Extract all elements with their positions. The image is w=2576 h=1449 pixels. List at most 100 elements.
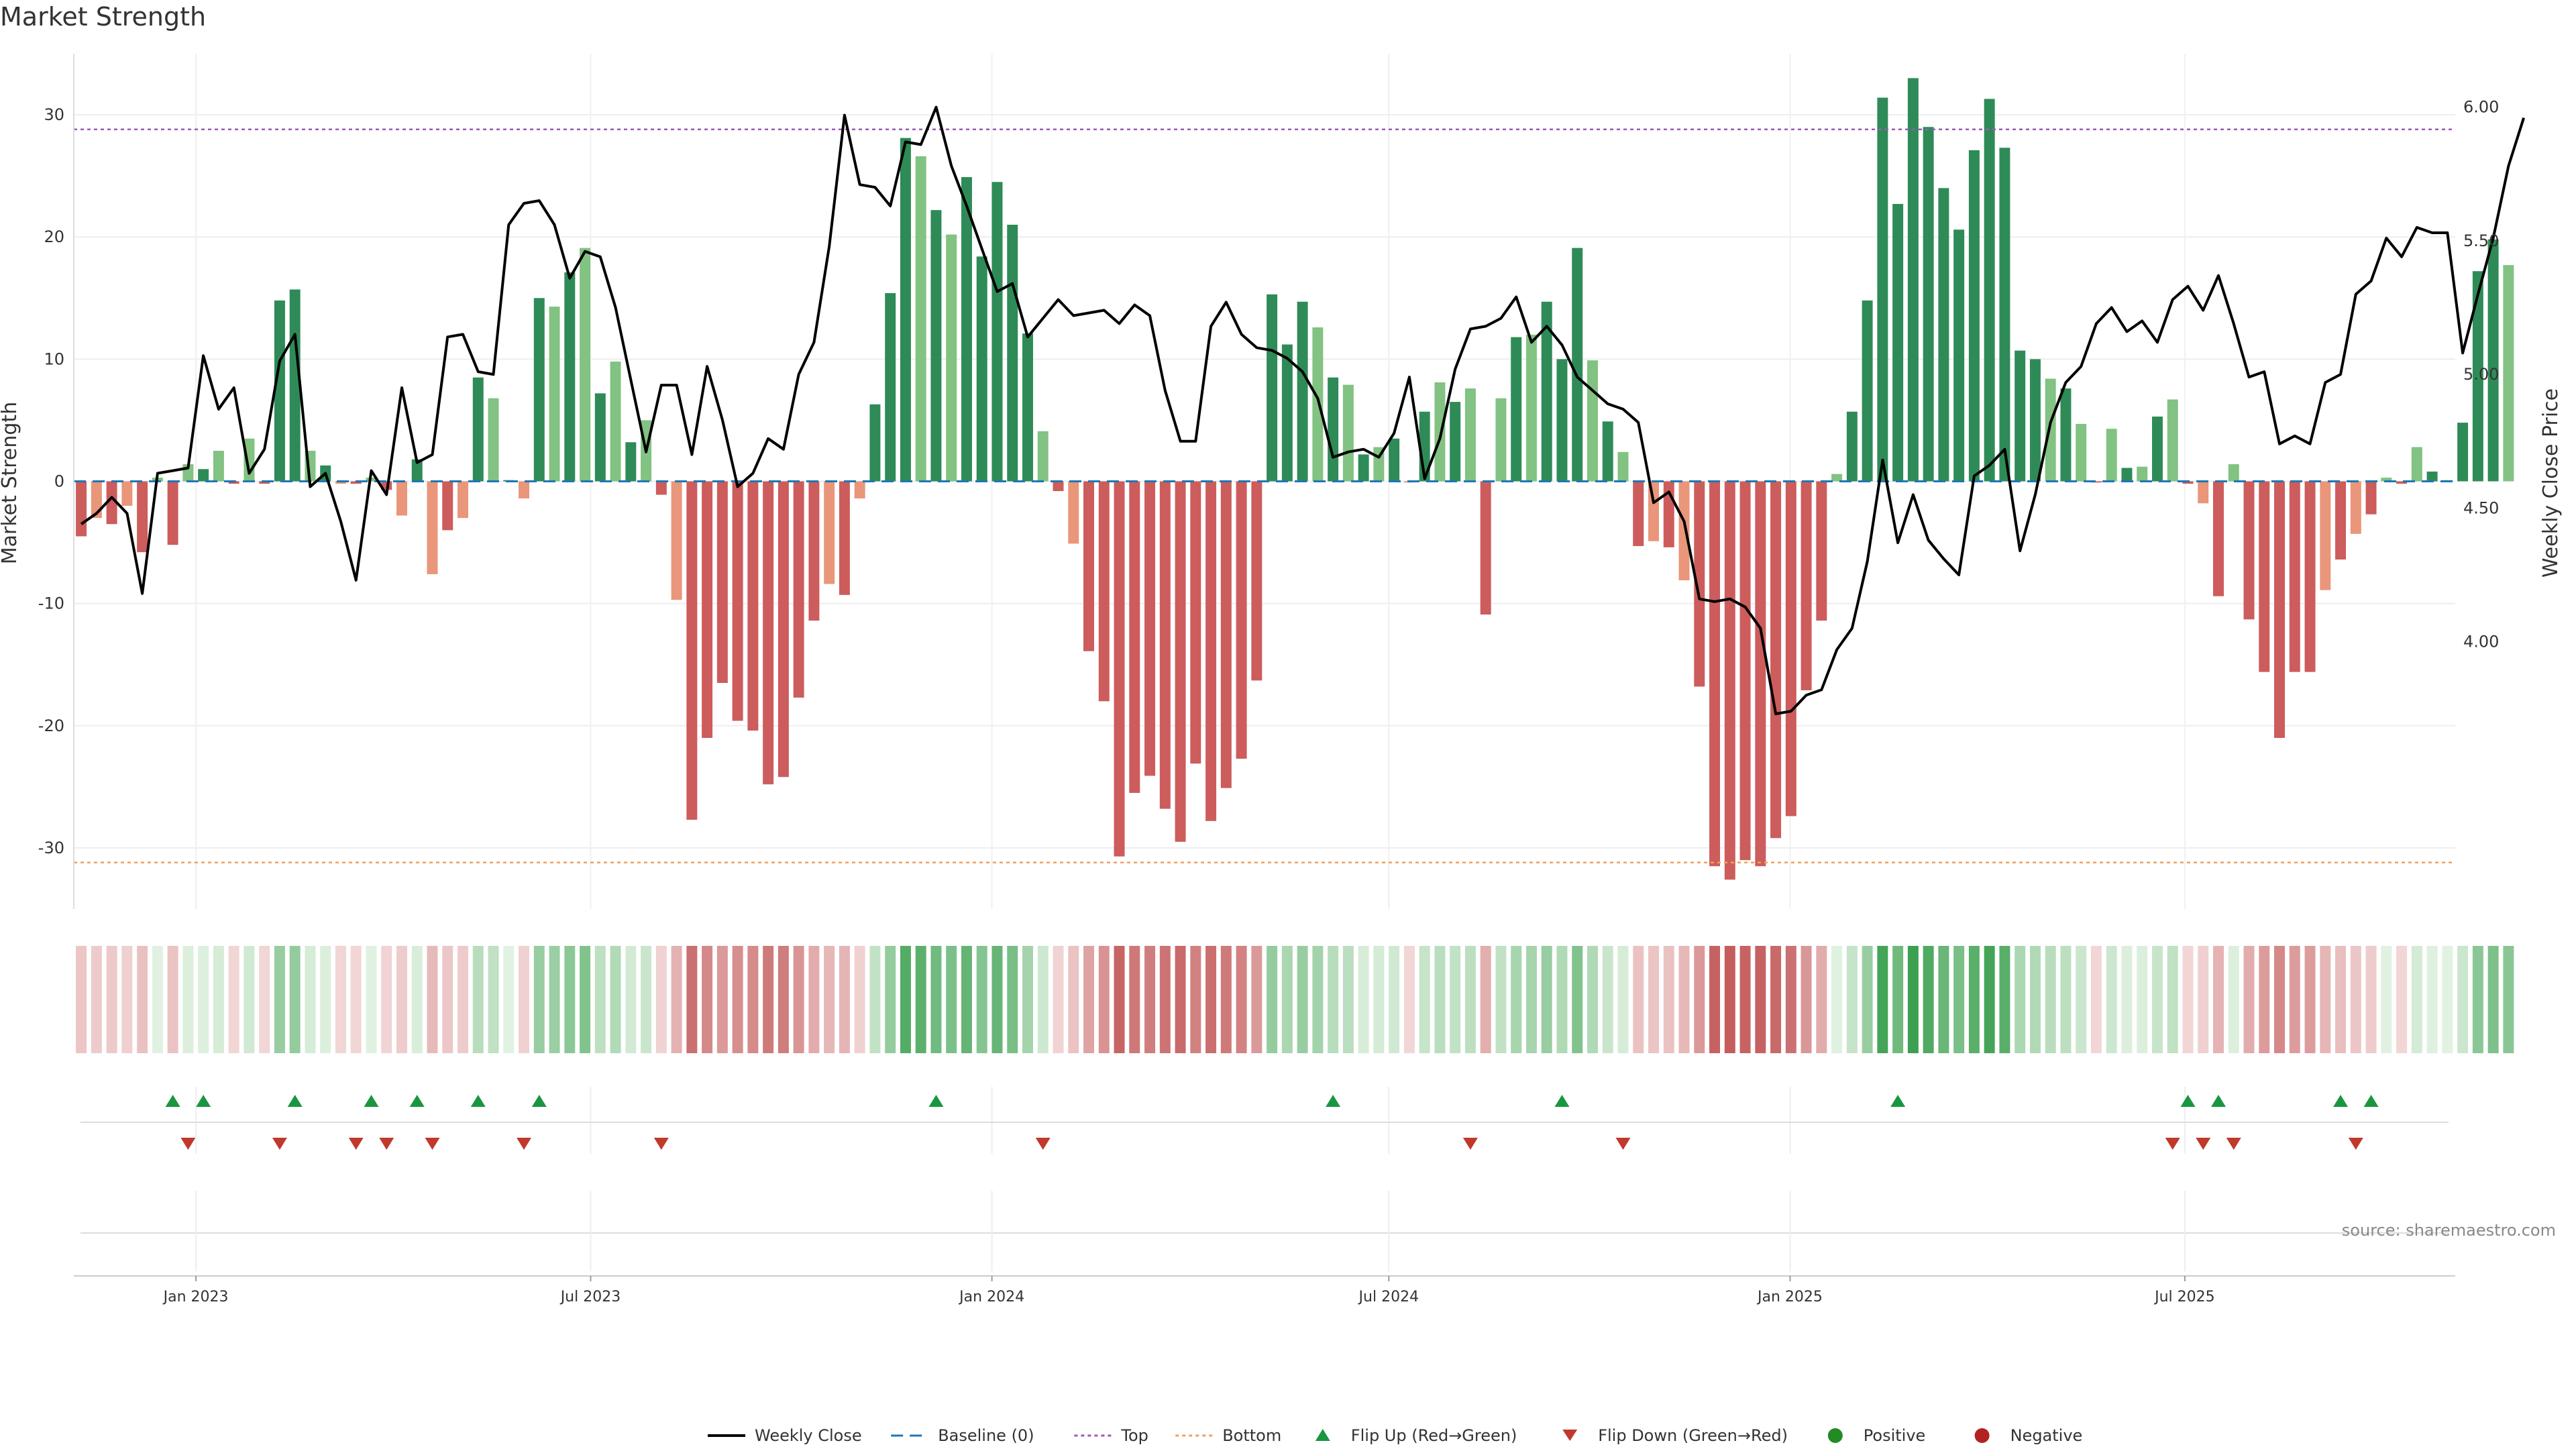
strength-bar bbox=[839, 481, 850, 595]
strength-bar bbox=[2045, 378, 2056, 482]
flip-up-marker bbox=[2333, 1095, 2349, 1107]
strength-bar bbox=[1083, 481, 1095, 651]
strength-bar bbox=[610, 362, 621, 482]
strength-bar bbox=[2304, 481, 2316, 672]
flip-down-marker bbox=[1035, 1138, 1051, 1150]
heat-cell bbox=[885, 946, 896, 1053]
strength-bar bbox=[2396, 481, 2408, 484]
y-tick-label: 10 bbox=[44, 350, 64, 368]
heat-cell bbox=[289, 946, 301, 1053]
strength-bar bbox=[1236, 481, 1247, 759]
strength-bar bbox=[2137, 466, 2148, 482]
legend-label: Baseline (0) bbox=[938, 1426, 1034, 1445]
heat-cell bbox=[198, 946, 209, 1053]
legend-item: Positive bbox=[1827, 1426, 1925, 1445]
strength-bar bbox=[106, 481, 117, 525]
strength-bar bbox=[2243, 481, 2255, 620]
strength-bar bbox=[1267, 294, 1278, 482]
heat-cell bbox=[1114, 946, 1125, 1053]
legend-label: Flip Up (Red→Green) bbox=[1351, 1426, 1517, 1445]
x-tick-label: Jul 2024 bbox=[1358, 1289, 1419, 1305]
strength-bar bbox=[580, 248, 591, 482]
heat-cell bbox=[2213, 946, 2224, 1053]
heat-cell bbox=[915, 946, 926, 1053]
legend-item: Flip Down (Green→Red) bbox=[1562, 1426, 1788, 1445]
strength-bar bbox=[732, 481, 743, 721]
axes: -30 -20 -10 0 10 20 30 4.00 4.50 5.00 5.50 6.00 bbox=[38, 54, 2499, 909]
strength-bar bbox=[1389, 438, 1400, 482]
heat-cell bbox=[763, 946, 774, 1053]
strength-bar bbox=[2076, 423, 2087, 482]
strength-bar bbox=[198, 469, 209, 482]
heat-cell bbox=[930, 946, 942, 1053]
flip-up-marker bbox=[2210, 1095, 2226, 1107]
strength-bar bbox=[976, 256, 987, 482]
strength-bar bbox=[2426, 471, 2438, 482]
strength-bar bbox=[702, 481, 713, 738]
heat-cell bbox=[2182, 946, 2194, 1053]
heat-cell bbox=[1450, 946, 1461, 1053]
heat-cell bbox=[137, 946, 148, 1053]
heat-cell bbox=[747, 946, 759, 1053]
heat-cell bbox=[1572, 946, 1583, 1053]
strength-bar bbox=[1923, 127, 1934, 482]
heat-cell bbox=[1281, 946, 1293, 1053]
strength-bar bbox=[1831, 474, 1843, 482]
heat-cell bbox=[793, 946, 804, 1053]
strength-bar bbox=[1312, 327, 1324, 482]
strength-bar bbox=[1785, 481, 1796, 816]
strength-bar bbox=[2167, 399, 2178, 482]
flip-down-marker bbox=[2196, 1138, 2211, 1150]
strength-bar bbox=[2029, 359, 2041, 482]
strength-bar bbox=[2228, 464, 2239, 482]
heat-cell bbox=[1403, 946, 1415, 1053]
legend-item: Top bbox=[1074, 1426, 1148, 1445]
x-tick-label: Jul 2025 bbox=[2153, 1289, 2215, 1305]
heat-cell bbox=[641, 946, 652, 1053]
heat-cell bbox=[533, 946, 545, 1053]
heat-cell bbox=[594, 946, 606, 1053]
heat-cell bbox=[1587, 946, 1598, 1053]
strength-bar bbox=[763, 481, 774, 785]
y-tick-label: 0 bbox=[54, 472, 64, 491]
y-tick-label: -30 bbox=[38, 839, 64, 857]
strength-bar bbox=[1114, 481, 1125, 857]
strength-bar bbox=[1159, 481, 1171, 809]
flip-up-marker bbox=[470, 1095, 486, 1107]
strength-bar bbox=[1098, 481, 1110, 702]
heat-cell bbox=[381, 946, 392, 1053]
heat-cell bbox=[1877, 946, 1888, 1053]
flip-up-marker bbox=[287, 1095, 303, 1107]
heat-cell bbox=[2259, 946, 2270, 1053]
strength-bar bbox=[1022, 333, 1033, 482]
heat-cell bbox=[1755, 946, 1766, 1053]
legend-item: Baseline (0) bbox=[891, 1426, 1034, 1445]
strength-bar bbox=[1511, 337, 1522, 482]
strength-bar bbox=[1816, 481, 1827, 621]
x-tick-label: Jan 2023 bbox=[162, 1289, 229, 1305]
strength-bar bbox=[519, 481, 530, 498]
heat-cell bbox=[1663, 946, 1674, 1053]
strength-bar bbox=[2472, 271, 2483, 482]
heat-cell bbox=[946, 946, 957, 1053]
heat-cell bbox=[991, 946, 1003, 1053]
heat-cell bbox=[655, 946, 667, 1053]
strength-bar bbox=[900, 138, 911, 482]
strength-bar bbox=[594, 393, 606, 482]
heat-cell bbox=[1220, 946, 1232, 1053]
strength-bar bbox=[1297, 301, 1308, 482]
heat-cell bbox=[1968, 946, 1980, 1053]
heat-cell bbox=[366, 946, 377, 1053]
heat-cell bbox=[503, 946, 515, 1053]
heat-cell bbox=[1495, 946, 1507, 1053]
strength-bar bbox=[1999, 148, 2010, 482]
strength-bar bbox=[1770, 481, 1782, 839]
heat-cell bbox=[2426, 946, 2438, 1053]
strength-bar bbox=[2289, 481, 2300, 672]
strength-bar bbox=[1602, 421, 1613, 482]
heat-cell bbox=[2167, 946, 2178, 1053]
heat-cell bbox=[1389, 946, 1400, 1053]
heat-cell bbox=[1831, 946, 1843, 1053]
strength-bar bbox=[1587, 360, 1598, 482]
strength-bar bbox=[350, 481, 362, 484]
